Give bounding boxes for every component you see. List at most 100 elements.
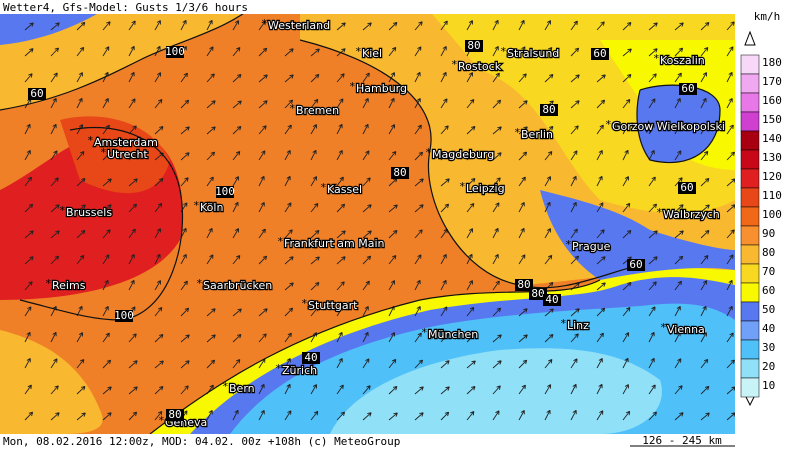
wind-arrow	[492, 99, 502, 109]
wind-arrow	[154, 228, 161, 239]
wind-arrow	[362, 150, 370, 161]
wind-arrow	[128, 279, 135, 291]
city-label: Bremen	[296, 104, 339, 117]
wind-arrow	[414, 21, 423, 31]
wind-arrow	[154, 306, 163, 317]
wind-arrow	[570, 125, 579, 135]
legend-label: 30	[762, 341, 775, 354]
wind-arrow	[24, 281, 33, 291]
wind-arrow	[310, 410, 319, 421]
wind-arrow	[50, 177, 59, 187]
legend-swatch	[740, 301, 760, 322]
wind-arrow	[206, 19, 213, 31]
city-marker: *	[222, 380, 229, 393]
wind-arrow	[336, 411, 346, 421]
wind-arrow	[336, 176, 344, 187]
city-marker: *	[425, 146, 432, 159]
wind-arrow	[622, 282, 632, 291]
city-label: Zürich	[282, 364, 317, 377]
wind-arrow	[362, 305, 369, 317]
wind-arrow	[414, 71, 421, 83]
wind-arrow	[310, 124, 317, 135]
wind-arrow	[622, 48, 632, 57]
legend-label: 60	[762, 284, 775, 297]
wind-arrow	[414, 229, 423, 239]
footer-text: Mon, 08.02.2016 12:00z, MOD: 04.02. 00z …	[3, 435, 400, 448]
wind-arrow	[622, 98, 631, 109]
wind-arrow	[50, 280, 58, 291]
wind-arrow	[128, 253, 135, 265]
wind-arrow	[648, 123, 655, 135]
wind-arrow	[648, 230, 658, 239]
wind-arrow	[206, 126, 216, 135]
legend-label: 130	[762, 151, 782, 164]
wind-arrow	[596, 74, 606, 83]
wind-arrow	[596, 256, 606, 265]
wind-arrow	[362, 72, 370, 83]
wind-arrow	[674, 230, 684, 239]
scale-label: 126 - 245 km	[642, 434, 722, 447]
wind-arrow	[284, 99, 294, 109]
wind-arrow	[284, 21, 293, 31]
city-label: Frankfurt am Main	[284, 237, 385, 250]
wind-arrow	[466, 306, 475, 317]
wind-arrow	[700, 46, 709, 57]
wind-arrow	[50, 204, 60, 213]
wind-arrow	[24, 256, 34, 265]
wind-arrow	[232, 201, 239, 213]
contour-label: 40	[545, 293, 558, 306]
wind-arrow	[154, 177, 164, 187]
wind-arrow	[362, 385, 371, 395]
legend-swatch	[740, 320, 760, 341]
wind-arrow	[24, 73, 33, 83]
wind-arrow	[388, 254, 397, 265]
wind-arrow	[596, 21, 605, 31]
wind-arrow	[596, 410, 604, 421]
city-marker: *	[301, 297, 308, 310]
wind-arrow	[700, 332, 707, 343]
city-label: München	[428, 328, 478, 341]
wind-arrow	[258, 100, 268, 109]
wind-arrow	[440, 360, 450, 369]
wind-arrow	[648, 357, 655, 369]
wind-arrow	[414, 178, 424, 187]
wind-arrow	[128, 98, 136, 109]
wind-arrow	[284, 124, 292, 135]
wind-arrow	[466, 72, 474, 83]
legend-label: 170	[762, 75, 782, 88]
city-marker: *	[45, 277, 52, 290]
city-label: Gorzow Wielkopolski	[612, 120, 725, 133]
wind-arrow	[310, 149, 317, 161]
wind-arrow	[700, 358, 709, 369]
legend-label: 90	[762, 227, 775, 240]
wind-arrow	[726, 21, 735, 31]
wind-arrow	[310, 306, 319, 317]
contour-label: 100	[114, 309, 134, 322]
wind-arrow	[518, 19, 525, 31]
wind-arrow	[518, 334, 528, 343]
wind-arrow	[362, 230, 372, 239]
wind-arrow	[128, 386, 138, 395]
wind-arrow	[362, 123, 369, 135]
wind-arrow	[362, 47, 372, 57]
wind-arrow	[102, 151, 112, 161]
wind-arrow	[440, 152, 450, 161]
wind-arrow	[570, 308, 580, 317]
wind-arrow	[50, 255, 60, 265]
wind-arrow	[440, 125, 449, 135]
wind-arrow	[284, 383, 291, 395]
wind-arrow	[414, 305, 421, 317]
wind-arrow	[622, 357, 629, 369]
wind-arrow	[388, 358, 397, 369]
wind-arrow	[50, 97, 57, 109]
contour-label: 80	[467, 39, 480, 52]
wind-arrow	[388, 230, 398, 239]
wind-arrow	[700, 72, 708, 83]
wind-arrow	[50, 22, 60, 31]
wind-arrow	[232, 125, 242, 135]
wind-arrow	[622, 124, 630, 135]
wind-arrow	[440, 253, 447, 265]
wind-arrow	[414, 359, 424, 369]
wind-arrow	[258, 74, 268, 83]
wind-arrow	[102, 279, 109, 291]
